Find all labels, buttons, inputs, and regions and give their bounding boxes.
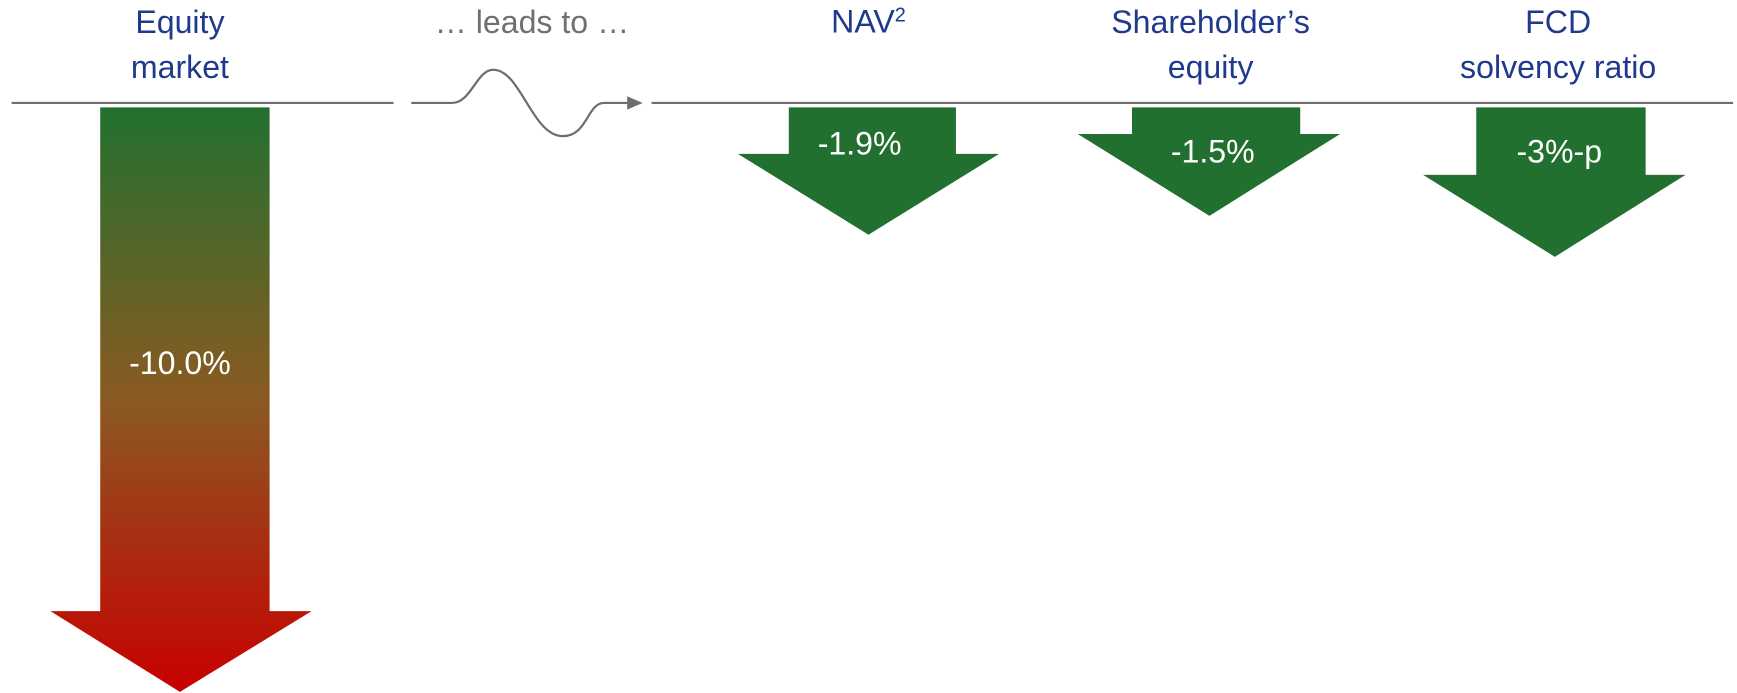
outcome-value: -1.9%	[818, 126, 902, 162]
outcome-title-text: NAV	[831, 4, 895, 40]
outcome-title-superscript: 2	[895, 5, 906, 27]
outcome-title: NAV2	[831, 4, 906, 40]
outcome-arrow	[1077, 107, 1341, 216]
connector-arrowhead	[627, 96, 643, 110]
outcome-title: Shareholder’s	[1111, 4, 1310, 40]
connector-label: … leads to …	[435, 4, 629, 40]
outcome-title: solvency ratio	[1460, 49, 1656, 85]
outcome-arrow	[1423, 107, 1686, 257]
outcome-title: equity	[1168, 49, 1254, 85]
outcome-title: FCD	[1525, 4, 1591, 40]
source-arrow	[50, 107, 312, 692]
connector-wave	[411, 68, 630, 138]
source-title: market	[131, 49, 229, 85]
outcome-value: -1.5%	[1171, 133, 1255, 169]
outcome-arrow	[737, 107, 1000, 235]
outcome-value: -3%-p	[1516, 133, 1602, 169]
source-title: Equity	[135, 4, 224, 40]
source-value: -10.0%	[129, 345, 231, 381]
